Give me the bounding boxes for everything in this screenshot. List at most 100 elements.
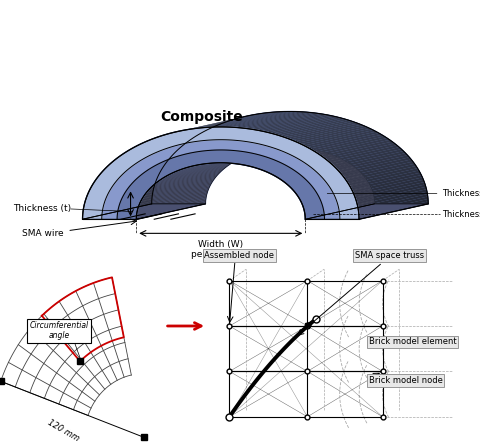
Polygon shape [141, 127, 213, 144]
Polygon shape [242, 149, 313, 165]
Polygon shape [315, 136, 387, 154]
Polygon shape [350, 170, 420, 188]
Polygon shape [342, 159, 413, 177]
Polygon shape [181, 153, 252, 170]
Polygon shape [304, 196, 374, 213]
Polygon shape [303, 190, 372, 207]
Polygon shape [325, 143, 397, 161]
Polygon shape [167, 160, 237, 176]
Polygon shape [295, 126, 367, 143]
Polygon shape [348, 168, 419, 186]
Polygon shape [154, 168, 225, 185]
Polygon shape [321, 140, 392, 157]
Polygon shape [255, 115, 328, 131]
Polygon shape [200, 149, 271, 165]
Polygon shape [136, 202, 205, 219]
Polygon shape [301, 129, 373, 146]
Polygon shape [116, 142, 188, 159]
Polygon shape [227, 147, 298, 163]
Polygon shape [359, 202, 428, 219]
Polygon shape [300, 185, 370, 202]
Polygon shape [359, 197, 428, 214]
Polygon shape [276, 119, 348, 135]
Polygon shape [88, 175, 158, 193]
Polygon shape [298, 181, 368, 198]
Polygon shape [302, 188, 372, 205]
Polygon shape [160, 164, 230, 180]
Polygon shape [85, 185, 155, 202]
Polygon shape [177, 155, 248, 171]
Polygon shape [305, 201, 374, 218]
Polygon shape [211, 148, 282, 163]
Polygon shape [169, 117, 242, 134]
Polygon shape [335, 151, 406, 169]
Polygon shape [278, 163, 349, 179]
Polygon shape [162, 119, 235, 135]
Polygon shape [256, 153, 327, 169]
Polygon shape [91, 170, 161, 188]
Polygon shape [292, 125, 364, 141]
Polygon shape [103, 153, 174, 170]
Polygon shape [126, 135, 198, 152]
Polygon shape [183, 115, 256, 131]
Polygon shape [258, 153, 330, 170]
Polygon shape [144, 179, 214, 196]
Polygon shape [209, 148, 280, 163]
Polygon shape [117, 150, 324, 219]
Polygon shape [305, 198, 374, 215]
Polygon shape [121, 138, 193, 155]
Polygon shape [298, 127, 370, 144]
Polygon shape [89, 173, 160, 190]
Polygon shape [119, 140, 190, 157]
Polygon shape [136, 199, 206, 216]
Polygon shape [99, 157, 170, 175]
Polygon shape [233, 148, 304, 164]
Polygon shape [264, 155, 336, 172]
Polygon shape [305, 199, 374, 216]
Polygon shape [270, 158, 341, 174]
Polygon shape [137, 194, 207, 210]
Polygon shape [359, 199, 428, 217]
Polygon shape [305, 202, 374, 219]
Polygon shape [240, 149, 311, 165]
Polygon shape [305, 204, 428, 219]
Polygon shape [289, 170, 360, 187]
Polygon shape [353, 178, 423, 195]
Polygon shape [252, 151, 324, 167]
Polygon shape [195, 150, 267, 165]
Polygon shape [101, 155, 172, 173]
Polygon shape [137, 198, 206, 215]
Polygon shape [83, 197, 152, 214]
Polygon shape [293, 174, 363, 191]
Polygon shape [147, 175, 217, 192]
Polygon shape [185, 152, 256, 168]
Polygon shape [137, 129, 210, 146]
Polygon shape [347, 166, 418, 184]
Text: Width (W)
per SMA wire: Width (W) per SMA wire [191, 240, 251, 259]
Polygon shape [96, 162, 167, 179]
Polygon shape [84, 192, 153, 210]
Polygon shape [295, 177, 365, 194]
Polygon shape [173, 116, 245, 133]
Polygon shape [228, 148, 300, 163]
Polygon shape [286, 168, 357, 185]
Polygon shape [140, 186, 210, 203]
Polygon shape [303, 192, 373, 209]
Polygon shape [98, 159, 168, 177]
Text: SMA space truss: SMA space truss [355, 251, 424, 260]
Polygon shape [111, 145, 183, 163]
Polygon shape [279, 120, 351, 137]
Polygon shape [212, 111, 285, 127]
Polygon shape [150, 172, 220, 188]
Polygon shape [268, 157, 339, 173]
Text: SMA wire: SMA wire [22, 229, 63, 238]
Polygon shape [244, 113, 317, 129]
Polygon shape [208, 112, 281, 127]
Polygon shape [296, 178, 366, 195]
Polygon shape [336, 153, 408, 170]
Polygon shape [161, 163, 232, 179]
Polygon shape [272, 159, 343, 175]
Text: Composite: Composite [160, 110, 243, 123]
Polygon shape [223, 111, 295, 127]
Polygon shape [93, 166, 164, 184]
